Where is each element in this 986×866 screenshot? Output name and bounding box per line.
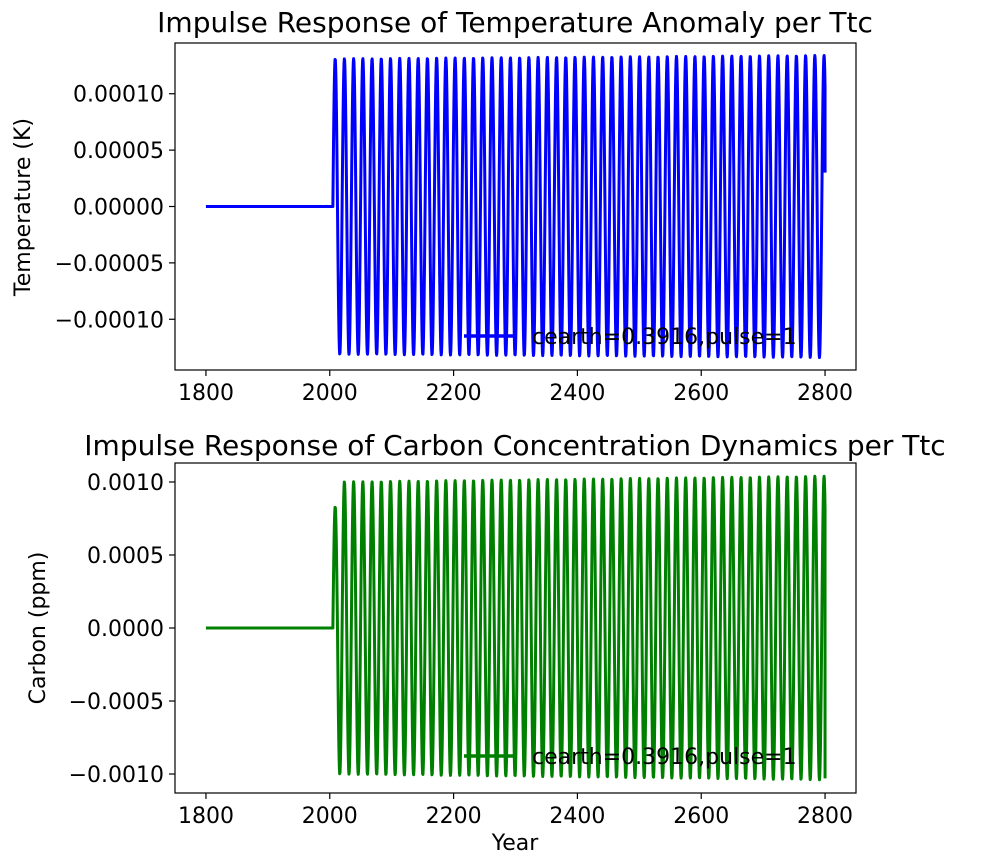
x-tick-label: 2400 [549, 381, 605, 406]
x-axis-ticks: 1800 2000 2200 2400 2600 2800 [178, 793, 853, 829]
x-tick-label: 2000 [302, 381, 358, 406]
y-tick-label: −0.00005 [55, 252, 164, 277]
y-tick-label: 0.00005 [73, 139, 164, 164]
y-tick-label: −0.00010 [55, 308, 164, 333]
y-tick-label: −0.0010 [69, 763, 164, 788]
carbon-chart: Impulse Response of Carbon Concentration… [26, 429, 946, 856]
legend-label: cearth=0.3916,pulse=1 [532, 745, 797, 770]
y-tick-label: 0.00000 [73, 196, 164, 221]
legend: cearth=0.3916,pulse=1 [464, 745, 797, 770]
chart-title: Impulse Response of Carbon Concentration… [84, 429, 945, 462]
y-tick-label: 0.00010 [73, 83, 164, 108]
x-tick-label: 2600 [673, 804, 729, 829]
y-axis-label: Temperature (K) [11, 118, 36, 297]
x-tick-label: 2600 [673, 381, 729, 406]
x-tick-label: 2200 [426, 381, 482, 406]
x-tick-label: 2000 [302, 804, 358, 829]
series-layer [205, 474, 827, 782]
y-tick-label: 0.0005 [87, 544, 164, 569]
series-line [205, 53, 827, 360]
y-tick-label: −0.0005 [69, 690, 164, 715]
x-axis-ticks: 1800 2000 2200 2400 2600 2800 [178, 370, 853, 406]
y-axis-label: Carbon (ppm) [26, 552, 51, 705]
chart-title: Impulse Response of Temperature Anomaly … [157, 6, 873, 39]
y-axis-ticks: 0.00010 0.00005 0.00000 −0.00005 −0.00010 [55, 83, 175, 333]
x-tick-label: 1800 [178, 804, 234, 829]
x-tick-label: 1800 [178, 381, 234, 406]
y-tick-label: 0.0000 [87, 617, 164, 642]
y-tick-label: 0.0010 [87, 471, 164, 496]
x-tick-label: 2800 [797, 381, 853, 406]
series-layer [205, 53, 827, 360]
legend-label: cearth=0.3916,pulse=1 [532, 325, 797, 350]
y-axis-ticks: 0.0010 0.0005 0.0000 −0.0005 −0.0010 [69, 471, 175, 788]
x-tick-label: 2200 [426, 804, 482, 829]
series-line [205, 474, 827, 782]
x-tick-label: 2400 [549, 804, 605, 829]
temperature-chart: Impulse Response of Temperature Anomaly … [11, 6, 873, 406]
legend: cearth=0.3916,pulse=1 [464, 325, 797, 350]
x-axis-label: Year [491, 831, 540, 856]
x-tick-label: 2800 [797, 804, 853, 829]
